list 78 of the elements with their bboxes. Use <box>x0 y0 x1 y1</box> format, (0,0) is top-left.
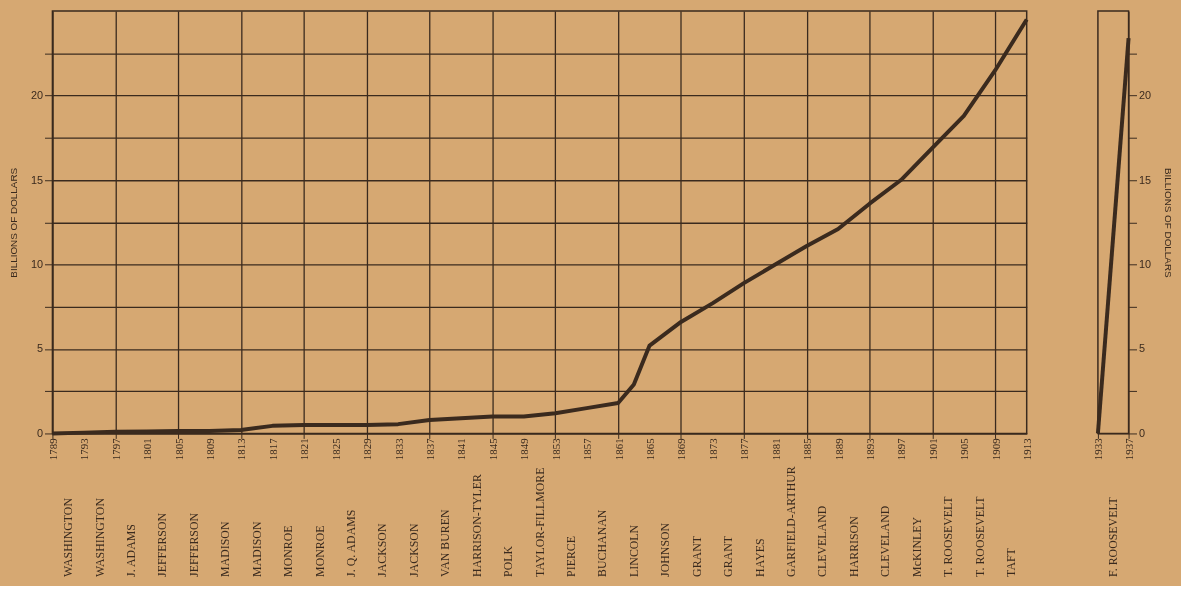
text: MADISON <box>218 521 233 577</box>
x-tick-label: 1829 <box>361 438 374 461</box>
text: J. ADAMS <box>123 524 138 577</box>
x-tick-label: 1869 <box>675 438 688 461</box>
text: McKINLEY <box>909 516 924 577</box>
x-tick-label: 1889 <box>832 438 845 461</box>
y2-tick-label: 20 <box>1138 89 1152 102</box>
text: MONROE <box>312 525 327 577</box>
x-tick-label: 1877 <box>738 437 751 461</box>
x-tick-label: 1833 <box>392 437 405 461</box>
text: TAYLOR-FILLMORE <box>532 467 547 577</box>
text: POLK <box>501 545 516 577</box>
x-tick-label: 1805 <box>172 437 185 461</box>
x-tick-label: 1865 <box>644 437 657 461</box>
x-tick-label: 1845 <box>486 437 499 461</box>
text: JACKSON <box>406 523 421 577</box>
y-tick-label: 5 <box>36 342 44 355</box>
x-tick-label: 1837 <box>424 437 437 461</box>
x-tick-label: 1801 <box>141 438 154 461</box>
text: BUCHANAN <box>595 509 610 577</box>
y-tick-label: 0 <box>36 426 44 439</box>
text: JEFFERSON <box>186 512 201 577</box>
x-tick-label: 1873 <box>706 437 719 461</box>
x-tick-label: 1857 <box>581 437 594 461</box>
x-tick-label: 1825 <box>329 437 342 461</box>
y2-tick-label: 5 <box>1138 342 1146 355</box>
text: HAYES <box>752 538 767 577</box>
x-tick-label: 1905 <box>958 437 971 461</box>
y-tick-label: 20 <box>30 89 44 102</box>
x-tick-label: 1821 <box>298 438 311 461</box>
x-tick-label: 1861 <box>612 438 625 461</box>
text: CLEVELAND <box>815 505 830 577</box>
x-tick-label: 1913 <box>1021 437 1034 461</box>
x-tick-label: 1797 <box>109 437 122 461</box>
y2-axis-title: BILLIONS OF DOLLARS <box>1162 167 1174 279</box>
x-tick-label: 1893 <box>864 437 877 461</box>
y-tick-label: 15 <box>30 173 44 186</box>
text: JOHNSON <box>658 522 673 577</box>
text: JEFFERSON <box>155 512 170 577</box>
y2-tick-label: 15 <box>1138 173 1152 186</box>
text: F. ROOSEVELT <box>1106 496 1121 577</box>
text: JACKSON <box>375 523 390 577</box>
text: T. ROOSEVELT <box>972 495 987 577</box>
x-tick-label: 1813 <box>235 437 248 461</box>
text: J. Q. ADAMS <box>343 509 358 577</box>
x-tick-label: 1897 <box>895 437 908 461</box>
text: TAFT <box>1003 547 1018 577</box>
y-axis-title: BILLIONS OF DOLLARS <box>8 167 20 278</box>
x-tick-label: 1933 <box>1092 437 1105 461</box>
text: WASHINGTON <box>61 497 76 577</box>
text: MONROE <box>281 525 296 577</box>
x-tick-label: 1817 <box>266 437 279 461</box>
text: PIERCE <box>563 536 578 577</box>
x-tick-label: 1881 <box>769 438 782 461</box>
y2-tick-label: 10 <box>1138 257 1152 270</box>
text: GARFIELD-ARTHUR <box>783 466 798 577</box>
text: HARRISON <box>846 515 861 577</box>
text: GRANT <box>689 535 704 577</box>
x-tick-label: 1789 <box>46 438 59 461</box>
text: VAN BUREN <box>438 509 453 577</box>
y-tick-label: 10 <box>30 257 44 270</box>
text: T. ROOSEVELT <box>941 495 956 577</box>
x-tick-label: 1793 <box>78 437 91 461</box>
text: MADISON <box>249 521 264 577</box>
x-tick-label: 1841 <box>455 438 468 461</box>
x-tick-label: 1853 <box>549 437 562 461</box>
x-tick-label: 1809 <box>204 438 217 461</box>
text: HARRISON-TYLER <box>469 474 484 577</box>
x-tick-label: 1937 <box>1123 437 1136 461</box>
text: CLEVELAND <box>878 505 893 577</box>
text: GRANT <box>721 535 736 577</box>
y2-tick-label: 0 <box>1138 426 1146 439</box>
text: WASHINGTON <box>92 497 107 577</box>
text: LINCOLN <box>626 524 641 577</box>
x-tick-label: 1909 <box>989 438 1002 461</box>
x-tick-label: 1901 <box>926 438 939 461</box>
x-tick-label: 1849 <box>518 438 531 461</box>
x-tick-label: 1885 <box>801 437 814 461</box>
